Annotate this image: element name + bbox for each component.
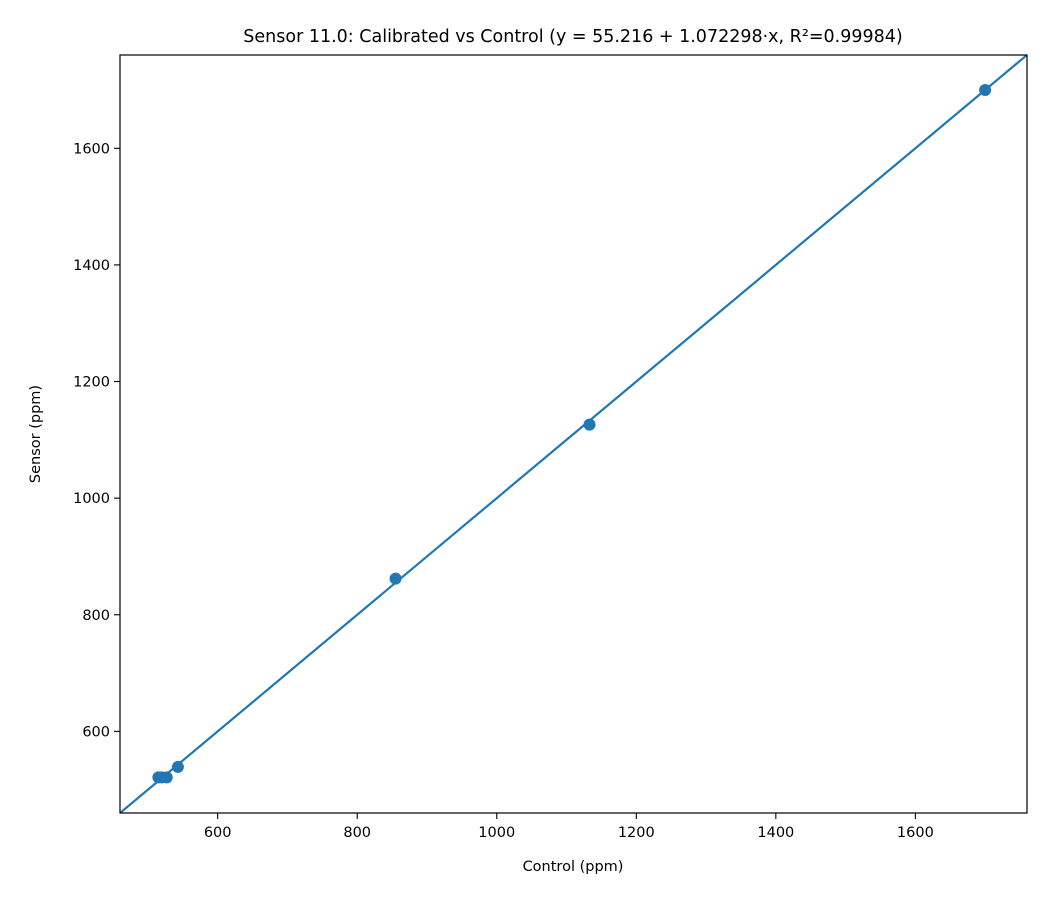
data-point	[979, 83, 992, 96]
x-tick-label: 1000	[478, 825, 515, 841]
plot-frame	[119, 54, 1028, 814]
y-tick-label: 1200	[73, 375, 110, 391]
x-axis-label: Control (ppm)	[523, 859, 624, 875]
data-point	[171, 760, 184, 773]
x-tick-label: 1400	[757, 825, 794, 841]
data-point	[389, 572, 402, 585]
y-tick-label: 1400	[73, 258, 110, 274]
y-tick-label: 1600	[73, 141, 110, 157]
data-point	[160, 771, 173, 784]
data-point	[583, 418, 596, 431]
y-tick-label: 600	[82, 724, 110, 740]
fit-line	[120, 55, 1027, 813]
x-tick-label: 800	[343, 825, 371, 841]
y-tick-label: 800	[82, 608, 110, 624]
plot-area: 600 800 1000 1200 1400 1600 600 800 1000 1200 1400…	[73, 54, 1028, 841]
x-tick-label: 1200	[618, 825, 655, 841]
x-tick-label: 600	[204, 825, 232, 841]
y-axis-label: Sensor (ppm)	[28, 385, 44, 483]
y-tick-label: 1000	[73, 491, 110, 507]
chart-title: Sensor 11.0: Calibrated vs Control (y = …	[243, 27, 902, 47]
x-tick-label: 1600	[897, 825, 934, 841]
